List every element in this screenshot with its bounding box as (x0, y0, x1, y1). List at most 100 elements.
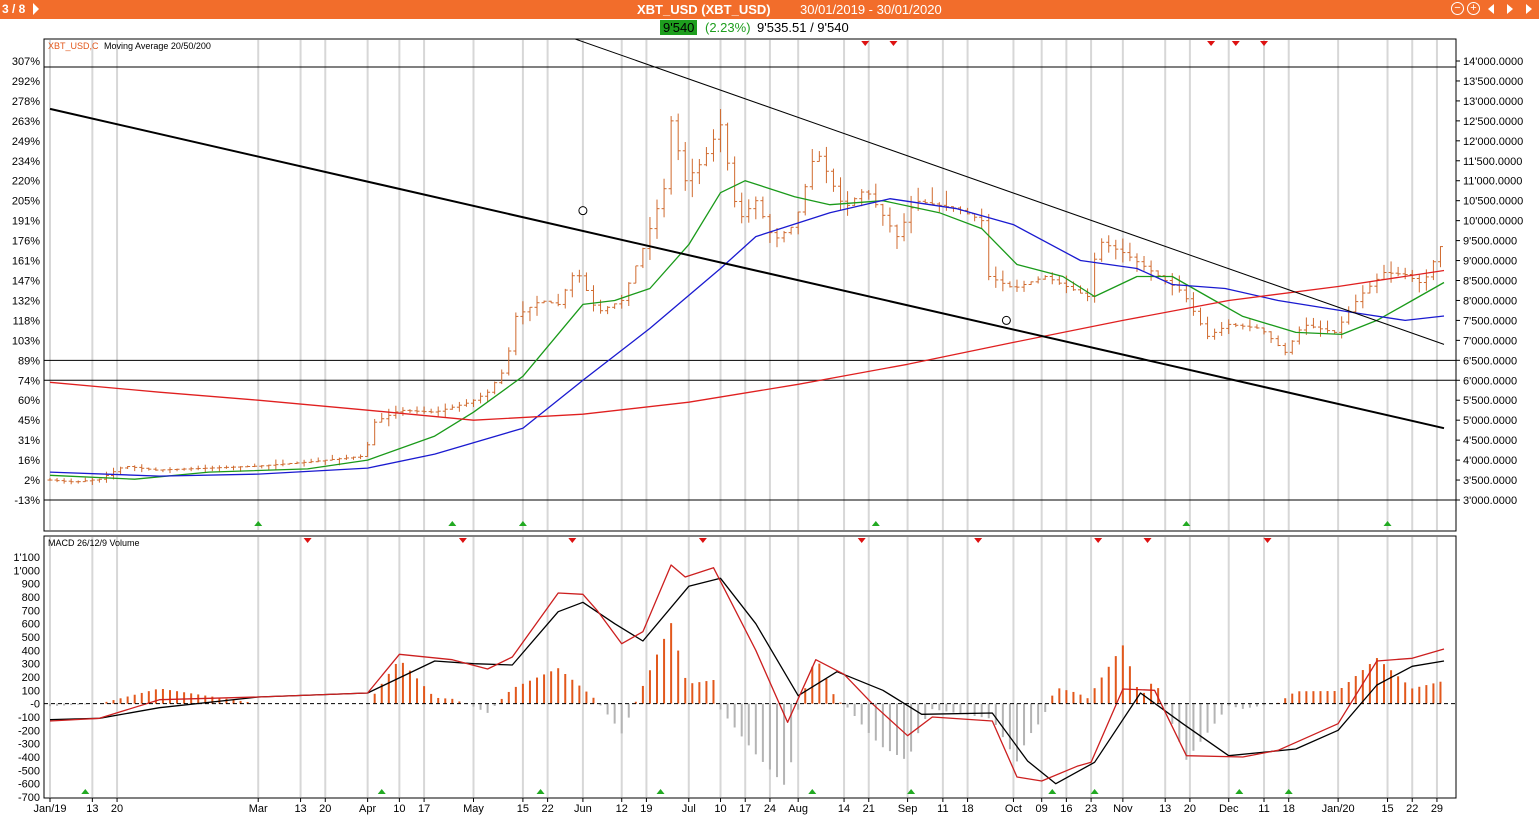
percent-y-tick-label: 132% (12, 295, 40, 307)
ohlc-bar (901, 213, 907, 242)
macd-y-tick-label: 300 (22, 659, 40, 671)
percent-y-tick-label: 16% (18, 455, 40, 467)
ohlc-bar (485, 389, 491, 403)
price-y-tick-label: 7'500.0000 (1463, 315, 1517, 327)
scroll-left-icon[interactable] (1488, 4, 1494, 14)
ohlc-bar (880, 203, 886, 226)
x-tick-label: 15 (517, 803, 529, 815)
ohlc-bar (252, 463, 258, 468)
ohlc-bar (125, 465, 131, 470)
trendline-marker (578, 206, 588, 216)
ohlc-bar (1120, 238, 1126, 263)
next-page-icon[interactable] (33, 3, 39, 15)
percent-y-tick-label: 31% (18, 435, 40, 447)
buy-signal-arrow (1235, 789, 1244, 794)
ohlc-bar (1353, 294, 1359, 314)
price-y-tick-label: 4'500.0000 (1463, 435, 1517, 447)
x-tick-label: Jan/20 (1322, 803, 1355, 815)
ohlc-bar (753, 196, 759, 220)
ohlc-bar (202, 464, 208, 472)
macd-y-tick-label: -300 (18, 739, 40, 751)
ohlc-bar (1254, 324, 1260, 329)
ohlc-bar (1042, 275, 1048, 280)
price-y-tick-label: 5'500.0000 (1463, 395, 1517, 407)
ohlc-bar (372, 418, 378, 446)
ohlc-bar (1240, 323, 1246, 330)
ohlc-bar (329, 454, 335, 461)
ohlc-bar (223, 465, 229, 469)
ohlc-bar (400, 407, 406, 416)
trendline-marker (1001, 315, 1011, 325)
price-y-tick-label: 4'000.0000 (1463, 455, 1517, 467)
ohlc-bar (174, 468, 180, 472)
ohlc-bar (1268, 331, 1274, 344)
ohlc-bar (280, 459, 286, 467)
ohlc-bar (534, 295, 540, 316)
price-y-tick-label: 10'000.0000 (1463, 216, 1523, 228)
macd-y-tick-label: -100 (18, 712, 40, 724)
ohlc-bar (1367, 282, 1373, 294)
ohlc-bar (351, 456, 357, 460)
ohlc-bar (1205, 316, 1211, 340)
zoom-in-icon[interactable]: + (1467, 2, 1480, 15)
percent-y-tick-label: 74% (18, 375, 40, 387)
ohlc-bar (68, 478, 74, 485)
zoom-out-icon[interactable]: − (1451, 2, 1464, 15)
sell-signal-arrow (1094, 538, 1103, 543)
price-y-tick-label: 8'500.0000 (1463, 276, 1517, 288)
scroll-right-icon[interactable] (1507, 4, 1513, 14)
ohlc-bar (1113, 239, 1119, 260)
ohlc-bar (1099, 238, 1105, 262)
ohlc-bar (266, 464, 272, 471)
sell-signal-arrow (458, 538, 467, 543)
price-y-tick-label: 3'500.0000 (1463, 475, 1517, 487)
buy-signal-arrow (518, 521, 527, 526)
window-titlebar: 3 / 8 XBT_USD (XBT_USD) 30/01/2019 - 30/… (0, 0, 1539, 19)
ohlc-bar (1106, 235, 1112, 253)
macd-line (49, 564, 1445, 782)
ohlc-bar (1212, 328, 1218, 340)
ohlc-bar (986, 213, 992, 281)
ohlc-bar (979, 208, 985, 229)
buy-signal-arrow (377, 789, 386, 794)
ohlc-bar (216, 465, 222, 473)
ohlc-bar (421, 406, 427, 414)
ohlc-bar (195, 465, 201, 471)
scroll-end-icon[interactable] (1526, 4, 1532, 14)
ohlc-bar (442, 403, 448, 418)
percent-y-tick-label: 147% (12, 276, 40, 288)
price-y-tick-label: 13'000.0000 (1463, 96, 1523, 108)
price-panel[interactable] (43, 38, 1457, 532)
ohlc-bar (513, 312, 519, 356)
ohlc-bar (132, 465, 138, 472)
chart-area[interactable]: 14'000.0000307%13'500.0000292%13'000.000… (0, 37, 1539, 820)
percent-y-tick-label: 191% (12, 216, 40, 228)
ohlc-bar (732, 156, 738, 208)
ohlc-bar (936, 202, 942, 212)
sell-signal-arrow (1263, 538, 1272, 543)
macd-panel[interactable] (43, 535, 1457, 799)
percent-y-tick-label: 45% (18, 415, 40, 427)
ohlc-bar (929, 187, 935, 205)
ohlc-bar (541, 300, 547, 304)
x-tick-label: 17 (739, 803, 751, 815)
ohlc-bar (1056, 275, 1062, 285)
ohlc-bar (231, 465, 237, 471)
ohlc-bar (322, 459, 328, 465)
price-y-tick-label: 14'000.0000 (1463, 56, 1523, 68)
price-y-tick-label: 7'000.0000 (1463, 335, 1517, 347)
price-y-tick-label: 13'500.0000 (1463, 76, 1523, 88)
sell-signal-arrow (861, 41, 870, 46)
x-tick-label: Mar (249, 803, 268, 815)
price-y-tick-label: 9'000.0000 (1463, 256, 1517, 268)
ohlc-bar (675, 113, 681, 161)
x-tick-label: 20 (111, 803, 123, 815)
percent-y-tick-label: 234% (12, 156, 40, 168)
percent-y-tick-label: 205% (12, 196, 40, 208)
buy-signal-arrow (871, 521, 880, 526)
ohlc-bar (96, 478, 102, 483)
ohlc-bar (407, 409, 413, 413)
x-tick-label: Dec (1219, 803, 1239, 815)
ohlc-bar (590, 285, 596, 312)
x-tick-label: Jul (682, 803, 696, 815)
